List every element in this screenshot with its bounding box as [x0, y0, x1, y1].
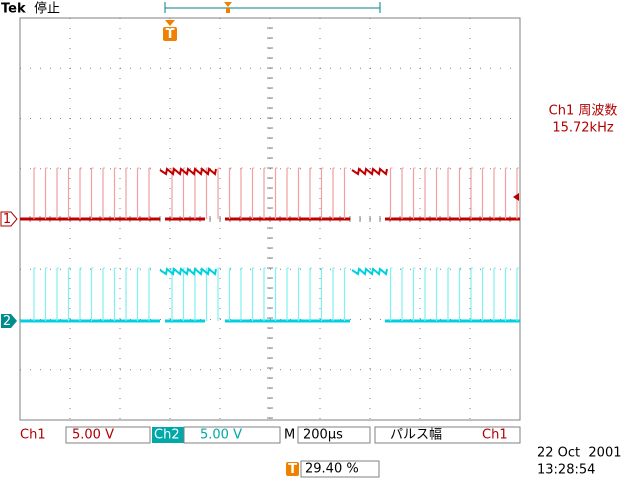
- ch1-scale: 5.00 V: [72, 428, 114, 443]
- ch2-label-box: [152, 427, 184, 443]
- date: 22 Oct 2001: [537, 446, 622, 461]
- traces: [20, 167, 520, 323]
- ch2-scale: 5.00 V: [200, 428, 242, 443]
- trigger-marker-label: T: [166, 27, 175, 42]
- ch2-scale-box: [183, 426, 281, 444]
- ch2-marker-label: 2: [3, 314, 11, 329]
- ch1-marker-label: 1: [3, 212, 11, 227]
- ch2-marker: 2: [1, 314, 17, 329]
- trigger-level-marker: [286, 462, 299, 476]
- burst: [351, 167, 388, 176]
- time-label: M: [284, 428, 295, 443]
- ch1-trace: [20, 167, 520, 221]
- trigger-box: [374, 426, 521, 444]
- measurement-label: Ch1 周波数: [549, 104, 618, 119]
- acquisition-status: 停止: [34, 1, 60, 17]
- time-scale: 200µs: [303, 428, 343, 443]
- trigger-type: パルス幅: [390, 428, 442, 443]
- ch1-marker: 1: [0, 211, 18, 227]
- ch2-trace: [20, 267, 520, 323]
- ch2-label: Ch2: [154, 428, 180, 443]
- trigger-level-arrow: [513, 193, 519, 201]
- record-bracket: [164, 2, 381, 13]
- brand: Tek: [1, 2, 26, 17]
- burst: [159, 267, 217, 276]
- trigger-level-marker-label: T: [288, 462, 297, 477]
- measurement-value: 15.72kHz: [552, 121, 614, 136]
- burst: [159, 167, 217, 176]
- trigger-position-marker: T: [163, 20, 177, 42]
- time-scale-box: [297, 426, 371, 444]
- ch1-scale-box: [65, 426, 151, 444]
- time: 13:28:54: [537, 463, 595, 478]
- trigger-level: 29.40 %: [305, 462, 359, 477]
- trigger-level-box: [300, 460, 380, 478]
- burst: [351, 267, 388, 276]
- ch1-label: Ch1: [20, 428, 46, 443]
- trigger-source: Ch1: [482, 428, 508, 443]
